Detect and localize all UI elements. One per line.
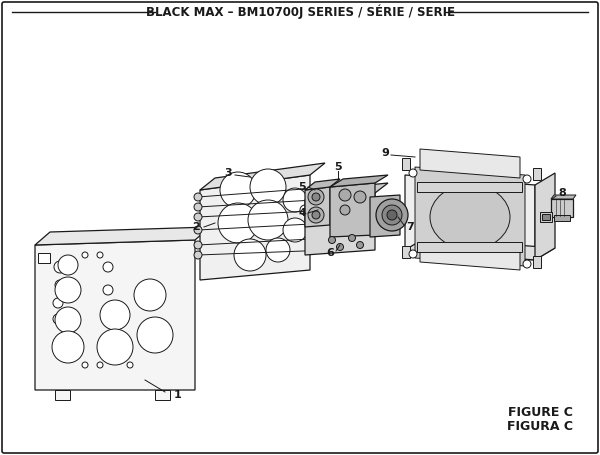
Text: 1: 1: [174, 390, 182, 400]
Polygon shape: [405, 238, 555, 260]
Circle shape: [97, 362, 103, 368]
Circle shape: [103, 262, 113, 272]
Bar: [417, 242, 522, 252]
Circle shape: [52, 331, 84, 363]
Circle shape: [523, 175, 531, 183]
Circle shape: [523, 260, 531, 268]
Polygon shape: [330, 175, 388, 187]
Circle shape: [194, 193, 202, 201]
Polygon shape: [305, 183, 388, 200]
Circle shape: [376, 199, 408, 231]
Circle shape: [218, 203, 258, 243]
Polygon shape: [305, 187, 330, 227]
Ellipse shape: [430, 184, 510, 249]
Bar: [540, 212, 552, 222]
Text: BLACK MAX – BM10700J SERIES / SÉRIE / SERIE: BLACK MAX – BM10700J SERIES / SÉRIE / SE…: [146, 5, 455, 19]
Circle shape: [54, 261, 66, 273]
Bar: [402, 158, 410, 170]
Text: 3: 3: [224, 168, 232, 178]
Polygon shape: [55, 390, 70, 400]
Circle shape: [194, 241, 202, 249]
Circle shape: [194, 251, 202, 259]
Bar: [417, 182, 522, 192]
Circle shape: [127, 362, 133, 368]
Polygon shape: [155, 390, 170, 400]
Circle shape: [409, 250, 417, 258]
Circle shape: [234, 239, 266, 271]
Bar: [533, 168, 541, 180]
Bar: [554, 215, 570, 221]
Text: 4: 4: [298, 208, 306, 218]
Text: 5: 5: [334, 162, 342, 172]
Circle shape: [356, 242, 364, 248]
Text: FIGURA C: FIGURA C: [507, 420, 573, 434]
Circle shape: [55, 307, 81, 333]
Circle shape: [103, 285, 113, 295]
Circle shape: [100, 300, 130, 330]
Polygon shape: [405, 175, 535, 260]
Circle shape: [283, 188, 307, 212]
Circle shape: [194, 203, 202, 211]
Circle shape: [250, 169, 286, 205]
Text: 2: 2: [192, 222, 200, 232]
Polygon shape: [330, 183, 375, 237]
Circle shape: [194, 226, 202, 234]
Text: 6: 6: [326, 248, 334, 258]
Bar: [38, 253, 50, 263]
Circle shape: [337, 243, 343, 251]
Circle shape: [266, 238, 290, 262]
Circle shape: [283, 218, 307, 242]
Polygon shape: [200, 163, 325, 190]
Text: 9: 9: [381, 148, 389, 158]
Circle shape: [312, 211, 320, 219]
Circle shape: [248, 200, 288, 240]
Circle shape: [53, 314, 63, 324]
Polygon shape: [415, 167, 525, 266]
Circle shape: [329, 237, 335, 243]
Text: 8: 8: [558, 188, 566, 198]
Circle shape: [82, 252, 88, 258]
Polygon shape: [535, 173, 555, 260]
Circle shape: [194, 213, 202, 221]
Polygon shape: [305, 193, 375, 255]
Polygon shape: [35, 227, 210, 245]
Circle shape: [82, 362, 88, 368]
Polygon shape: [305, 179, 340, 190]
Circle shape: [97, 252, 103, 258]
Text: 5: 5: [298, 182, 306, 192]
Circle shape: [382, 205, 402, 225]
Circle shape: [58, 255, 78, 275]
Text: FIGURE C: FIGURE C: [508, 406, 572, 420]
Circle shape: [55, 280, 65, 290]
Circle shape: [308, 189, 324, 205]
Circle shape: [308, 207, 324, 223]
Circle shape: [312, 193, 320, 201]
Polygon shape: [420, 149, 520, 178]
Bar: [402, 246, 410, 258]
Circle shape: [55, 277, 81, 303]
Polygon shape: [200, 175, 310, 280]
Circle shape: [97, 329, 133, 365]
Polygon shape: [551, 195, 576, 199]
Bar: [533, 256, 541, 268]
Bar: [551, 199, 573, 217]
Circle shape: [349, 234, 355, 242]
Polygon shape: [35, 240, 195, 390]
Text: 7: 7: [406, 222, 414, 232]
Circle shape: [300, 205, 310, 215]
Circle shape: [339, 189, 351, 201]
Polygon shape: [370, 195, 400, 237]
Circle shape: [53, 298, 63, 308]
Circle shape: [134, 279, 166, 311]
Circle shape: [137, 317, 173, 353]
Circle shape: [354, 191, 366, 203]
Circle shape: [387, 210, 397, 220]
Circle shape: [409, 169, 417, 177]
Circle shape: [340, 205, 350, 215]
Bar: [542, 214, 550, 220]
Circle shape: [220, 172, 256, 208]
Polygon shape: [420, 244, 520, 270]
